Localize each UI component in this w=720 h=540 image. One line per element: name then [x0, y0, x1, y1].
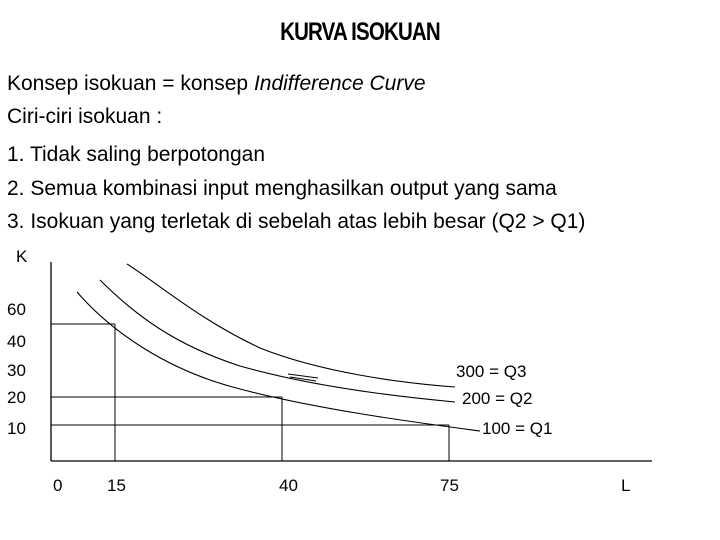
concept-line: Konsep isokuan = konsep Indifference Cur…: [7, 72, 426, 96]
isoquant-q2-curve: [99, 279, 456, 403]
x-tick-15: 15: [107, 476, 126, 495]
characteristic-2: 2. Semua kombinasi input menghasilkan ou…: [7, 177, 557, 200]
x-tick-40: 40: [279, 476, 298, 495]
y-axis-label: K: [16, 247, 28, 266]
y-tick-20: 20: [7, 388, 26, 407]
y-tick-10: 10: [7, 419, 26, 438]
page-title: KURVA ISOKUAN: [280, 18, 441, 46]
y-tick-30: 30: [7, 361, 26, 380]
y-tick-60: 60: [7, 300, 26, 319]
isoquant-q3-curve: [126, 263, 456, 388]
x-tick-75: 75: [440, 476, 459, 495]
hatch-mark-2: [289, 376, 317, 382]
concept-text: Konsep isokuan = konsep: [7, 72, 254, 95]
x-axis-label: L: [621, 476, 630, 495]
isoquant-q1-curve: [76, 291, 481, 432]
y-tick-40: 40: [7, 332, 26, 351]
curve-label-q1: 100 = Q1: [482, 419, 552, 438]
concept-italic-term: Indifference Curve: [253, 72, 426, 95]
curve-label-q3: 300 = Q3: [456, 362, 526, 381]
characteristics-heading: Ciri-ciri isokuan :: [7, 105, 163, 128]
curve-label-q2: 200 = Q2: [462, 389, 532, 408]
hatch-mark: [287, 373, 319, 379]
characteristic-1: 1. Tidak saling berpotongan: [7, 143, 266, 166]
x-tick-0: 0: [53, 476, 62, 495]
characteristic-3: 3. Isokuan yang terletak di sebelah atas…: [7, 210, 586, 233]
